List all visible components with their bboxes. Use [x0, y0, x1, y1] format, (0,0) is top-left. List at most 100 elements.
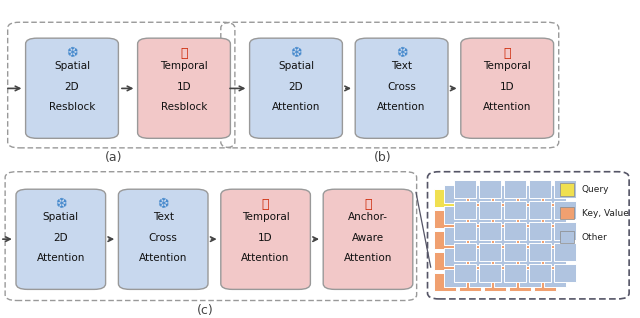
Text: Other: Other	[582, 233, 607, 242]
Text: 🔥: 🔥	[504, 47, 511, 60]
FancyBboxPatch shape	[118, 189, 208, 289]
Bar	[469, 206, 491, 224]
Bar	[459, 252, 481, 270]
Bar	[469, 269, 491, 287]
Text: Attention: Attention	[378, 102, 426, 112]
Bar	[434, 252, 456, 270]
Bar	[459, 189, 481, 207]
Bar	[444, 269, 466, 287]
Bar	[444, 248, 466, 266]
Text: Spatial: Spatial	[54, 61, 90, 71]
Bar	[454, 222, 476, 240]
Bar	[554, 201, 576, 219]
Text: 2D: 2D	[54, 233, 68, 243]
Text: ❆: ❆	[157, 197, 169, 211]
Text: Text: Text	[391, 61, 412, 71]
Bar	[544, 185, 566, 203]
Bar	[529, 222, 551, 240]
Text: Attention: Attention	[272, 102, 320, 112]
Bar	[529, 243, 551, 261]
Bar	[519, 185, 541, 203]
Bar	[560, 183, 574, 196]
Text: 1D: 1D	[500, 82, 515, 92]
Bar	[509, 273, 531, 291]
Bar	[479, 180, 501, 198]
Bar	[494, 248, 516, 266]
Bar	[494, 185, 516, 203]
Bar	[554, 222, 576, 240]
Bar	[469, 185, 491, 203]
Bar	[469, 227, 491, 245]
Bar	[544, 269, 566, 287]
FancyBboxPatch shape	[355, 38, 448, 138]
Bar	[444, 227, 466, 245]
Bar	[544, 206, 566, 224]
Text: Query: Query	[582, 185, 609, 194]
Text: 🔥: 🔥	[180, 47, 188, 60]
Bar	[534, 252, 556, 270]
Text: 1D: 1D	[177, 82, 191, 92]
Bar	[534, 231, 556, 249]
Text: Spatial: Spatial	[278, 61, 314, 71]
Bar	[454, 264, 476, 282]
Bar	[534, 189, 556, 207]
Text: 2D: 2D	[289, 82, 303, 92]
Bar	[434, 273, 456, 291]
Text: Attention: Attention	[483, 102, 531, 112]
Bar	[484, 252, 506, 270]
Bar	[509, 210, 531, 228]
Bar	[554, 243, 576, 261]
Text: 1D: 1D	[259, 233, 273, 243]
Bar	[509, 231, 531, 249]
Bar	[504, 243, 526, 261]
Text: (b): (b)	[374, 151, 392, 164]
Text: Resblock: Resblock	[161, 102, 207, 112]
Text: Attention: Attention	[344, 253, 392, 263]
Bar	[484, 210, 506, 228]
Bar	[529, 180, 551, 198]
FancyBboxPatch shape	[250, 38, 342, 138]
Text: (a): (a)	[105, 151, 123, 164]
Bar	[534, 210, 556, 228]
Bar	[519, 269, 541, 287]
Bar	[444, 185, 466, 203]
Text: 🔥: 🔥	[364, 198, 372, 211]
Text: Temporal: Temporal	[242, 212, 289, 222]
Bar	[494, 227, 516, 245]
Bar	[504, 201, 526, 219]
Text: Text: Text	[153, 212, 173, 222]
FancyBboxPatch shape	[16, 189, 106, 289]
Bar	[519, 248, 541, 266]
Text: Cross: Cross	[387, 82, 416, 92]
Bar	[529, 201, 551, 219]
Text: 🔥: 🔥	[262, 198, 269, 211]
Text: ❆: ❆	[396, 46, 408, 60]
Text: ❆: ❆	[290, 46, 302, 60]
Bar	[544, 248, 566, 266]
FancyBboxPatch shape	[138, 38, 230, 138]
Bar	[544, 227, 566, 245]
Bar	[534, 273, 556, 291]
Bar	[484, 231, 506, 249]
Bar	[484, 189, 506, 207]
Text: ❆: ❆	[66, 46, 78, 60]
Text: Aware: Aware	[352, 233, 384, 243]
Bar	[479, 201, 501, 219]
Bar	[479, 243, 501, 261]
Bar	[554, 180, 576, 198]
Text: (c): (c)	[196, 304, 213, 317]
Bar	[459, 231, 481, 249]
FancyBboxPatch shape	[461, 38, 554, 138]
FancyBboxPatch shape	[323, 189, 413, 289]
Bar	[479, 264, 501, 282]
Bar	[494, 269, 516, 287]
Text: Key, Value: Key, Value	[582, 209, 628, 218]
Bar	[454, 243, 476, 261]
Bar	[504, 180, 526, 198]
Bar	[434, 231, 456, 249]
Bar	[509, 252, 531, 270]
Bar	[454, 201, 476, 219]
Bar	[494, 206, 516, 224]
Bar	[469, 248, 491, 266]
Text: Cross: Cross	[148, 233, 178, 243]
